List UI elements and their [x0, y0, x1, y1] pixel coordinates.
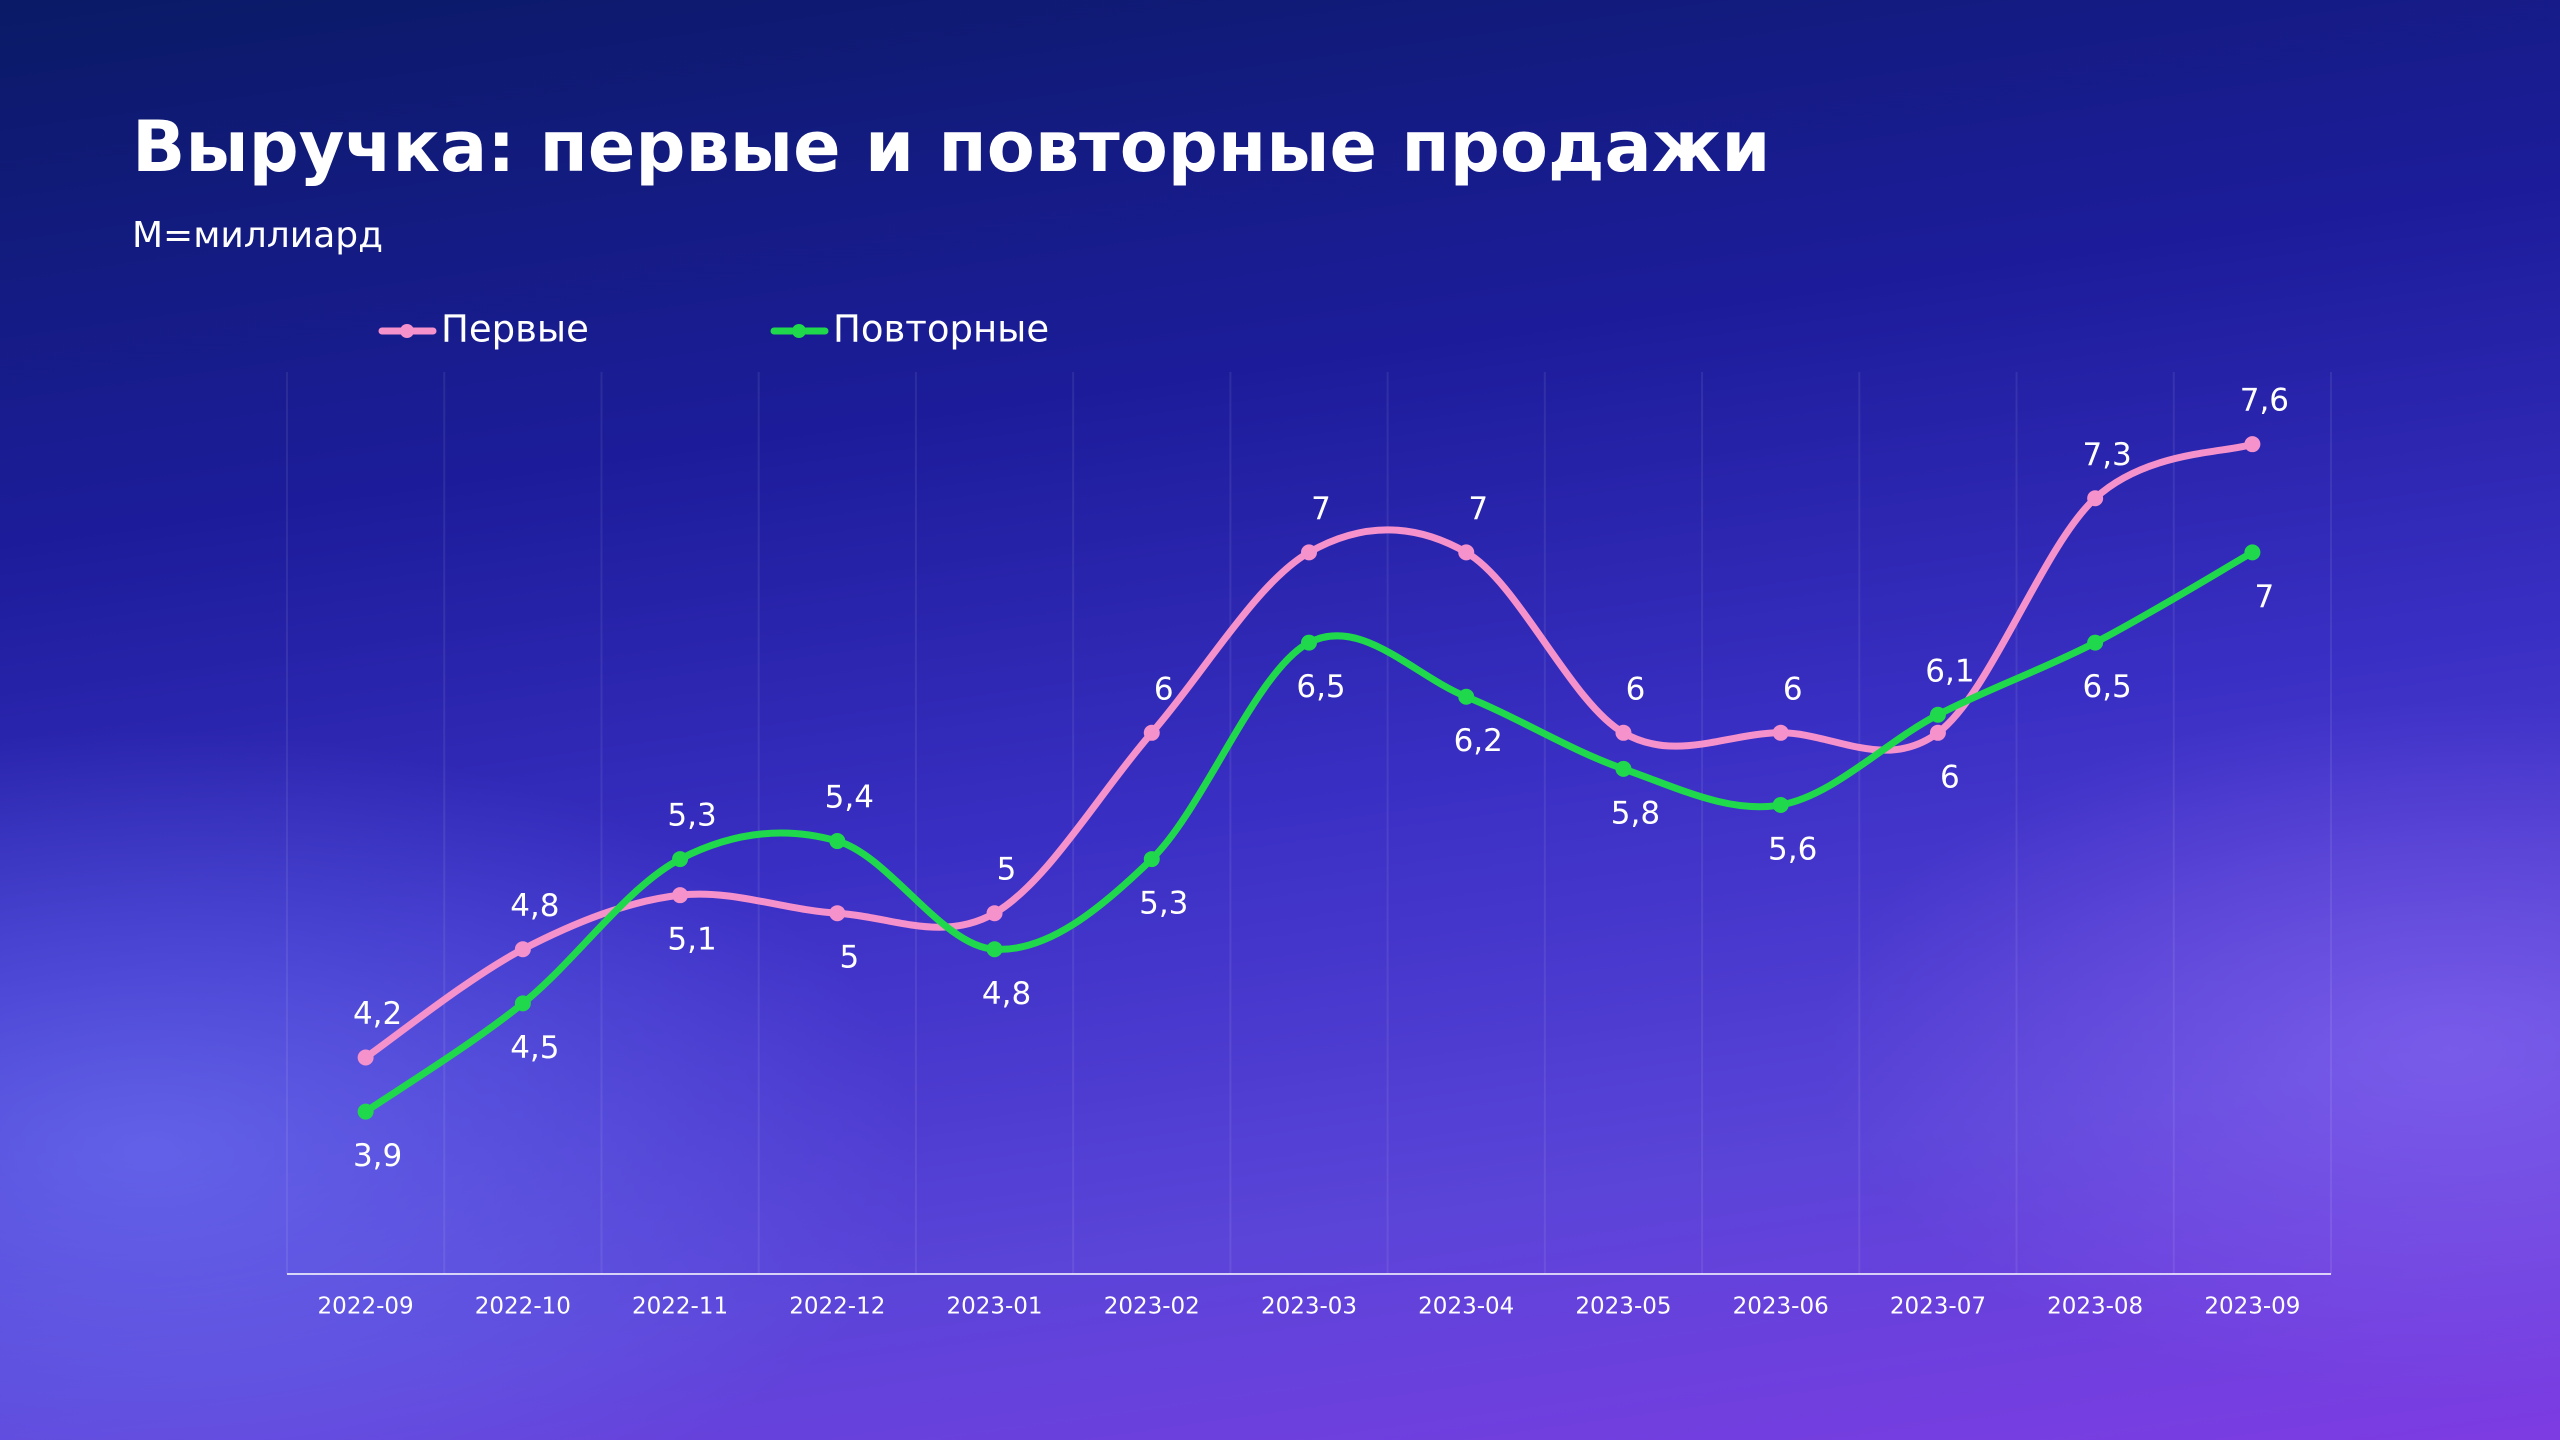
x-tick-label: 2023-03 [1261, 1294, 1357, 1320]
x-tick-label: 2023-02 [1104, 1294, 1200, 1320]
data-point [357, 1049, 374, 1066]
data-point [1458, 688, 1475, 705]
x-tick-label: 2023-08 [2047, 1294, 2143, 1320]
data-label: 6 [1626, 671, 1646, 707]
data-point [672, 887, 689, 904]
x-tick-label: 2023-09 [2204, 1294, 2300, 1320]
data-point [1772, 796, 1789, 813]
data-label: 6 [1783, 671, 1803, 707]
data-label: 7 [1311, 491, 1331, 527]
data-label: 7 [2255, 579, 2275, 615]
legend-label: Первые [441, 308, 589, 351]
x-tick-label: 2022-12 [789, 1294, 885, 1320]
legend-marker [792, 324, 806, 338]
data-label: 4,5 [510, 1030, 559, 1066]
data-point [829, 905, 846, 922]
data-label: 6,5 [2082, 669, 2131, 705]
legend-marker [400, 324, 414, 338]
data-label: 5,6 [1768, 831, 1817, 867]
data-label: 5,3 [1139, 886, 1188, 922]
data-label: 3,9 [353, 1138, 402, 1174]
data-label: 5 [839, 940, 859, 976]
data-point [829, 833, 846, 850]
x-tick-label: 2023-04 [1418, 1294, 1514, 1320]
data-label: 5,3 [667, 798, 716, 834]
x-tick-label: 2022-09 [318, 1294, 414, 1320]
x-tick-label: 2023-01 [946, 1294, 1042, 1320]
legend-label: Повторные [833, 308, 1049, 351]
data-point [986, 905, 1003, 922]
data-point [2087, 490, 2104, 507]
data-label: 4,8 [510, 888, 559, 924]
data-label: 5,4 [825, 780, 874, 816]
data-point [2244, 436, 2261, 453]
data-point [1143, 724, 1160, 741]
data-point [1458, 544, 1475, 561]
data-point [986, 941, 1003, 958]
data-label: 6 [1940, 759, 1960, 795]
chart-title: Выручка: первые и повторные продажи [132, 106, 1770, 188]
data-label: 7,3 [2082, 437, 2131, 473]
data-point [1615, 724, 1632, 741]
chart-subtitle: M=миллиард [132, 215, 383, 256]
data-label: 6,2 [1454, 723, 1503, 759]
data-point [1929, 706, 1946, 723]
data-label: 5,8 [1611, 795, 1660, 831]
data-point [2244, 544, 2261, 561]
data-point [1772, 724, 1789, 741]
x-tick-label: 2023-06 [1733, 1294, 1829, 1320]
data-label: 7 [1468, 491, 1488, 527]
data-label: 7,6 [2240, 383, 2289, 419]
data-label: 6 [1154, 671, 1174, 707]
x-tick-label: 2022-11 [632, 1294, 728, 1320]
series-line [362, 440, 2256, 1062]
data-point [1301, 634, 1317, 651]
data-point [357, 1103, 374, 1120]
data-point [1143, 851, 1160, 868]
data-point [1929, 724, 1946, 741]
x-tick-label: 2023-07 [1890, 1294, 1986, 1320]
data-label: 6,1 [1925, 653, 1974, 689]
data-point [514, 995, 531, 1012]
x-tick-label: 2023-05 [1575, 1294, 1671, 1320]
data-label: 4,8 [982, 976, 1031, 1012]
data-point [1301, 544, 1317, 561]
data-label: 5,1 [667, 922, 716, 958]
data-point [2087, 634, 2104, 651]
data-label: 4,2 [353, 996, 402, 1032]
data-label: 6,5 [1296, 669, 1345, 705]
data-label: 5 [997, 852, 1017, 888]
data-point [672, 851, 689, 868]
x-tick-label: 2022-10 [475, 1294, 571, 1320]
data-point [514, 941, 531, 958]
data-point [1615, 760, 1632, 777]
